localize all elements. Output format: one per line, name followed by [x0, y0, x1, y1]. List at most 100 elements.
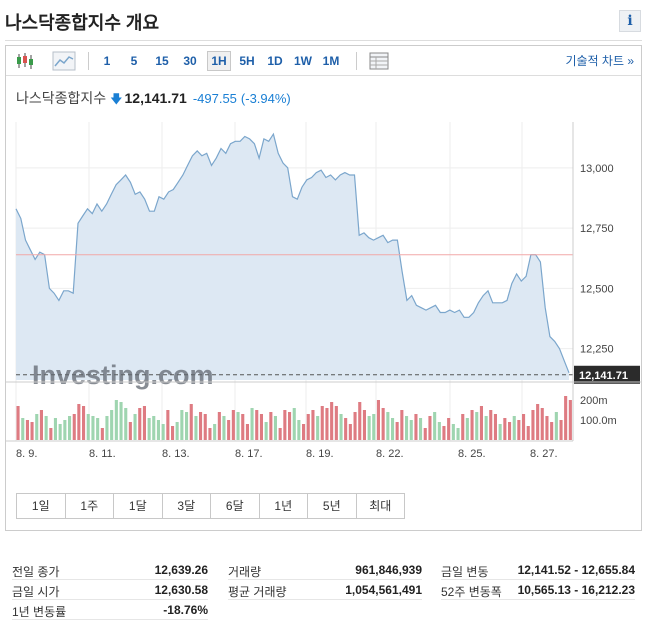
stat-value: 1,054,561,491 — [345, 583, 422, 597]
volume-bar — [96, 418, 100, 440]
volume-bar — [255, 410, 259, 440]
volume-bar — [166, 410, 170, 440]
last-price-tag — [574, 365, 640, 384]
volume-bar — [489, 410, 493, 440]
time-tick-label: 8. 17. — [235, 448, 263, 460]
volume-bar — [161, 424, 165, 440]
interval-5[interactable]: 5 — [130, 54, 138, 68]
volume-bar — [517, 420, 521, 440]
volume-bar — [156, 420, 160, 440]
volume-bar — [479, 406, 483, 440]
stat-value: 961,846,939 — [355, 563, 422, 577]
volume-bar — [451, 424, 455, 440]
volume-bar — [105, 416, 109, 440]
range-tab[interactable]: 3달 — [161, 493, 211, 519]
volume-bar — [297, 420, 301, 440]
toolbar-separator — [88, 52, 89, 70]
range-tab[interactable]: 6달 — [210, 493, 260, 519]
stat-row: 1년 변동률 -18.76% — [12, 600, 208, 620]
interval-1d[interactable]: 1D — [267, 54, 283, 68]
volume-bar — [311, 410, 315, 440]
toolbar-separator — [356, 52, 357, 70]
interval-1m[interactable]: 1M — [322, 54, 340, 68]
range-tab[interactable]: 5년 — [307, 493, 357, 519]
volume-bar — [217, 412, 221, 440]
volume-bar — [259, 414, 263, 440]
volume-bar — [231, 410, 235, 440]
volume-bar — [250, 408, 254, 440]
volume-bar — [526, 426, 530, 440]
price-tick-label: 12,500 — [580, 283, 614, 295]
volume-bar — [522, 414, 526, 440]
range-tab[interactable]: 1일 — [16, 493, 66, 519]
volume-bar — [512, 416, 516, 440]
area-chart-icon[interactable] — [52, 51, 76, 71]
volume-bar — [339, 414, 343, 440]
volume-bar — [428, 416, 432, 440]
stat-row: 금일 변동 12,141.52 - 12,655.84 — [441, 560, 635, 580]
time-tick-label: 8. 11. — [89, 448, 116, 460]
interval-30[interactable]: 30 — [183, 54, 197, 68]
volume-bar — [320, 406, 324, 440]
range-tab[interactable]: 1주 — [64, 493, 114, 519]
volume-bar — [133, 414, 137, 440]
range-tab[interactable]: 1달 — [113, 493, 163, 519]
volume-bar — [568, 400, 572, 440]
volume-bar — [334, 406, 338, 440]
volume-bar — [531, 410, 535, 440]
volume-bar — [227, 420, 231, 440]
volume-bar — [545, 416, 549, 440]
volume-bar — [400, 410, 404, 440]
range-tab[interactable]: 1년 — [258, 493, 308, 519]
candlestick-icon[interactable] — [14, 51, 36, 71]
volume-bar — [344, 418, 348, 440]
technical-chart-link[interactable]: 기술적 차트 » — [565, 54, 634, 68]
stat-label: 전일 종가 — [12, 565, 60, 579]
volume-bar — [330, 402, 334, 440]
volume-bar — [395, 422, 399, 440]
volume-bar — [508, 422, 512, 440]
quote-line: 나스닥종합지수 🡇 12,141.71 -497.55 (-3.94%) — [16, 88, 291, 111]
volume-bar — [114, 400, 118, 440]
volume-bar — [189, 404, 193, 440]
interval-15[interactable]: 15 — [155, 54, 169, 68]
volume-bar — [536, 404, 540, 440]
volume-bar — [372, 414, 376, 440]
volume-bar — [381, 408, 385, 440]
interval-5h[interactable]: 5H — [239, 54, 255, 68]
volume-tick-label: 200m — [580, 395, 608, 407]
price-tick-label: 12,750 — [580, 223, 614, 235]
time-tick-label: 8. 19. — [306, 448, 334, 460]
stat-row: 52주 변동폭 10,565.13 - 16,212.23 — [441, 580, 635, 600]
volume-bar — [58, 424, 62, 440]
volume-bar — [442, 426, 446, 440]
volume-bar — [470, 410, 474, 440]
interval-1[interactable]: 1 — [103, 54, 111, 68]
stat-row: 금일 시가 12,630.58 — [12, 580, 208, 600]
volume-bar — [236, 412, 240, 440]
price-chart[interactable]: Investing.com 12,250 12,500 12,750 13,000 12,… — [6, 46, 641, 486]
volume-bar — [269, 412, 273, 440]
interval-1h[interactable]: 1H — [207, 51, 231, 71]
volume-bar — [194, 416, 198, 440]
volume-bar — [142, 406, 146, 440]
volume-bar — [124, 408, 128, 440]
volume-bar — [72, 414, 76, 440]
volume-bar — [35, 414, 39, 440]
table-icon[interactable] — [368, 51, 390, 71]
stat-value: 12,141.52 - 12,655.84 — [517, 563, 635, 577]
volume-bar — [222, 416, 226, 440]
volume-bar — [433, 412, 437, 440]
volume-bar — [362, 410, 366, 440]
volume-bar — [386, 412, 390, 440]
volume-bar — [119, 402, 123, 440]
range-tab[interactable]: 최대 — [355, 493, 405, 519]
volume-bar — [185, 412, 189, 440]
volume-bar — [91, 416, 95, 440]
volume-bar — [559, 420, 563, 440]
stat-value: 12,639.26 — [154, 563, 208, 577]
time-tick-label: 8. 13. — [162, 448, 190, 460]
interval-1w[interactable]: 1W — [294, 54, 312, 68]
info-icon[interactable]: i — [619, 10, 641, 32]
volume-bar — [456, 428, 460, 440]
